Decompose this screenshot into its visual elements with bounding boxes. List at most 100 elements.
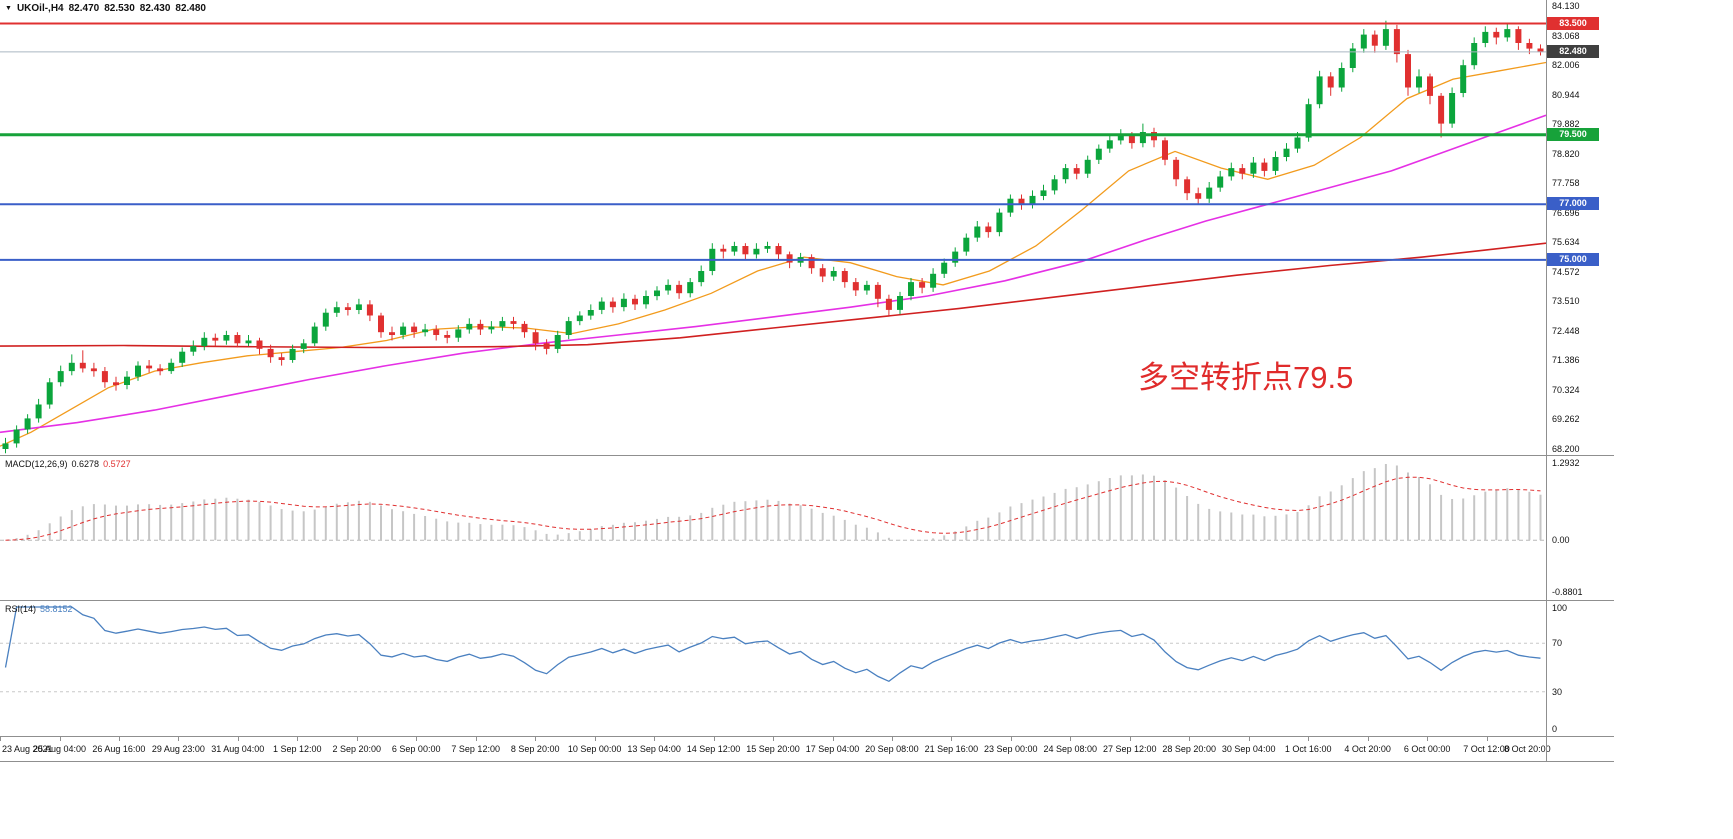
candle — [665, 284, 672, 291]
time-tick — [891, 737, 893, 741]
time-axis-label: 27 Sep 12:00 — [1103, 744, 1157, 754]
time-tick — [297, 737, 299, 741]
candle — [819, 268, 826, 277]
time-axis-label: 25 Aug 04:00 — [32, 744, 87, 754]
price-scale[interactable]: 84.130 83.068 82.006 80.944 79.882 78.820 77.7… — [1547, 0, 1733, 761]
time-tick — [1367, 737, 1369, 741]
candle — [1471, 43, 1478, 66]
time-tick — [594, 737, 596, 741]
time-tick — [1010, 737, 1012, 741]
candle — [1173, 159, 1180, 180]
ohlc-high: 82.530 — [104, 3, 135, 14]
pane-separator[interactable] — [0, 455, 1614, 456]
candle — [609, 301, 616, 308]
price-axis-label: 71.386 — [1552, 355, 1580, 366]
price-axis-label: 68.200 — [1552, 444, 1580, 454]
time-tick — [1248, 737, 1250, 741]
price-chart-pane[interactable] — [0, 0, 1546, 455]
macd-signal-line — [5, 476, 1541, 541]
time-axis-label: 6 Sep 00:00 — [391, 744, 441, 754]
candle — [1239, 168, 1246, 174]
candle — [885, 298, 892, 310]
candle — [378, 315, 384, 333]
macd-pane[interactable] — [0, 456, 1546, 600]
candle — [1062, 168, 1069, 180]
rsi-axis-label: 30 — [1552, 686, 1563, 697]
candle — [897, 296, 903, 310]
candle — [1217, 176, 1224, 188]
candle — [654, 290, 660, 297]
candle — [996, 212, 1003, 233]
price-axis-label: 75.634 — [1552, 237, 1580, 248]
candle — [852, 282, 859, 291]
price-tag: 75.000 — [1547, 252, 1599, 266]
time-axis-label: 17 Sep 04:00 — [805, 744, 860, 754]
time-tick — [832, 737, 834, 741]
candle — [13, 429, 20, 444]
bottom-margin — [0, 762, 1614, 839]
time-axis-label: 8 Sep 20:00 — [510, 744, 560, 754]
time-axis-label: 6 Oct 00:00 — [1403, 744, 1451, 754]
candle — [389, 332, 395, 335]
candle — [1294, 137, 1301, 149]
pane-separator[interactable] — [0, 600, 1614, 601]
time-tick — [237, 737, 239, 741]
candle — [201, 337, 208, 347]
candle — [1449, 93, 1456, 124]
text-annotation[interactable]: 多空转折点79.5 — [1138, 360, 1354, 395]
candle — [157, 368, 164, 372]
time-tick — [118, 737, 120, 741]
candle — [1084, 159, 1091, 174]
candle — [930, 273, 937, 288]
price-axis-label: 82.006 — [1552, 60, 1580, 71]
candle — [543, 343, 550, 349]
ohlc-open: 82.470 — [68, 3, 100, 14]
candle — [113, 382, 119, 386]
candle — [941, 262, 948, 274]
candle — [919, 282, 926, 288]
candle — [1537, 48, 1544, 52]
time-axis-label: 7 Oct 12:00 — [1463, 744, 1510, 754]
rsi-pane[interactable] — [0, 601, 1546, 736]
chevron-down-icon: ▼ — [5, 5, 12, 12]
time-tick — [0, 737, 1, 741]
time-axis[interactable]: 23 Aug 2021 25 Aug 04:00 26 Aug 16:00 29 Au… — [0, 737, 1614, 761]
candle — [488, 326, 495, 330]
ohlc-low: 82.430 — [139, 3, 171, 14]
rsi-axis-label: 0 — [1552, 724, 1558, 734]
rsi-indicator-label: RSI(14) 58.8152 — [5, 604, 77, 614]
candle — [874, 284, 881, 299]
rsi-line — [4, 606, 1541, 683]
time-tick — [178, 737, 180, 741]
candles — [2, 20, 1544, 454]
price-axis-label: 79.882 — [1552, 119, 1580, 130]
candle — [444, 335, 451, 338]
price-tag: 79.500 — [1547, 127, 1599, 141]
time-axis-label: 14 Sep 12:00 — [686, 744, 741, 754]
candle — [587, 310, 594, 316]
macd-axis-label: 0.00 — [1552, 535, 1570, 546]
price-axis-label: 77.758 — [1552, 178, 1580, 189]
time-tick — [713, 737, 715, 741]
candle — [477, 323, 484, 330]
price-axis-label: 73.510 — [1552, 296, 1580, 307]
candle — [1405, 54, 1411, 88]
candle — [300, 343, 307, 349]
candle — [124, 376, 130, 385]
candle — [1139, 132, 1146, 144]
rsi-axis-label: 100 — [1552, 603, 1568, 613]
candle — [499, 321, 506, 327]
rsi-axis-label: 70 — [1552, 638, 1563, 649]
candle — [808, 257, 815, 269]
candle — [952, 251, 959, 263]
time-axis-label: 23 Aug 2021 — [2, 744, 53, 754]
candle — [698, 271, 705, 283]
time-axis-label: 4 Oct 20:00 — [1344, 744, 1391, 754]
time-axis-label: 24 Sep 08:00 — [1043, 744, 1098, 754]
candle — [168, 362, 175, 372]
chart-header: ▼ UKOil-,H4 82.470 82.530 82.430 82.480 — [5, 3, 211, 14]
candle — [643, 296, 649, 305]
ma-mid-magenta — [0, 114, 1546, 434]
price-axis-label: 80.944 — [1552, 89, 1580, 100]
candle — [101, 371, 108, 383]
